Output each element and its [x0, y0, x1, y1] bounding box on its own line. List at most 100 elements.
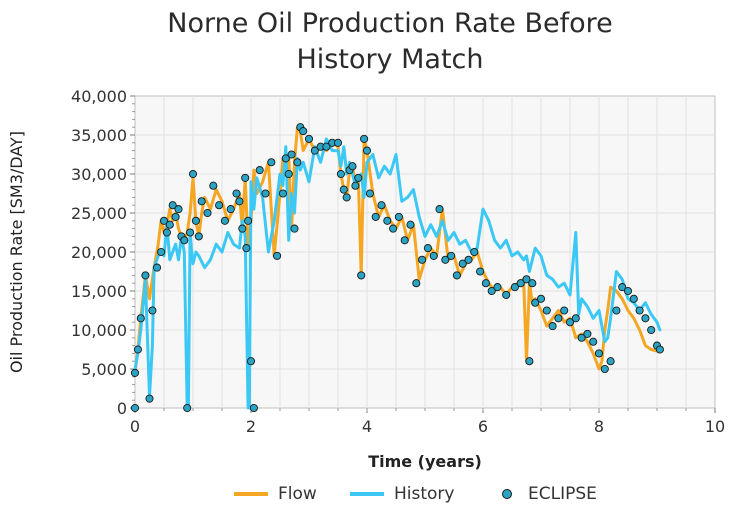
eclipse-point [203, 208, 212, 218]
eclipse-point [180, 236, 189, 245]
eclipse-point [215, 201, 224, 210]
eclipse-point [255, 166, 264, 175]
y-tick-label: 25,000 [71, 204, 127, 223]
eclipse-point [281, 154, 290, 163]
eclipse-point [577, 333, 586, 342]
eclipse-point [571, 314, 580, 323]
eclipse-point [130, 403, 140, 413]
legend-item-flow: Flow [232, 478, 317, 510]
eclipse-point [464, 255, 473, 264]
eclipse-point [322, 142, 331, 151]
eclipse-point [336, 169, 345, 179]
eclipse-point [278, 189, 287, 198]
eclipse-point [641, 314, 650, 323]
eclipse-point [171, 212, 180, 221]
eclipse-point [351, 181, 360, 190]
eclipse-point [194, 232, 203, 241]
x-tick-label: 0 [130, 417, 140, 436]
eclipse-point [299, 127, 308, 136]
eclipse-point [133, 345, 142, 354]
eclipse-point [441, 255, 450, 264]
eclipse-point [435, 205, 444, 214]
eclipse-point [516, 279, 525, 288]
legend-item-eclipse: ECLIPSE [496, 478, 597, 510]
eclipse-point [226, 205, 235, 214]
eclipse-point [383, 216, 392, 225]
y-tick-label: 40,000 [71, 87, 127, 106]
eclipse-point [612, 306, 621, 315]
legend-label-flow: Flow [278, 484, 317, 504]
y-tick-label: 0 [117, 399, 127, 418]
eclipse-point [333, 138, 343, 147]
eclipse-point [241, 173, 250, 182]
eclipse-point [339, 185, 348, 194]
eclipse-point [635, 306, 644, 315]
eclipse-point [130, 368, 140, 377]
eclipse-point [554, 314, 563, 323]
eclipse-point [197, 197, 206, 206]
eclipse-marker-swatch [502, 489, 512, 499]
series-layer [130, 123, 664, 413]
eclipse-point [418, 255, 427, 264]
eclipse-point [583, 329, 592, 338]
eclipse-point [400, 236, 409, 245]
x-tick-label: 8 [594, 417, 604, 436]
eclipse-point [287, 150, 296, 159]
eclipse-point [452, 271, 461, 280]
eclipse-point [152, 263, 162, 272]
eclipse-point [145, 394, 154, 403]
eclipse-point [246, 357, 256, 366]
chart-title-line-2: History Match [296, 44, 484, 75]
chart-title: Norne Oil Production Rate Before History… [90, 6, 690, 78]
eclipse-point [406, 220, 415, 229]
eclipse-point [412, 279, 421, 288]
eclipse-point [360, 134, 369, 143]
eclipse-point [304, 134, 314, 143]
eclipse-point [244, 216, 253, 225]
eclipse-point [629, 294, 638, 303]
eclipse-point [423, 244, 432, 253]
eclipse-point [354, 173, 363, 182]
eclipse-point [600, 364, 609, 374]
eclipse-point [310, 146, 319, 155]
legend-item-history: History [348, 478, 454, 510]
eclipse-point [148, 306, 157, 315]
eclipse-point [560, 306, 569, 315]
eclipse-point [429, 251, 438, 260]
eclipse-point [522, 275, 531, 284]
eclipse-point [528, 279, 537, 288]
eclipse-point [209, 181, 218, 190]
eclipse-point [238, 224, 247, 233]
x-tick-label: 6 [478, 417, 488, 436]
chart-legend: Flow History ECLIPSE [0, 478, 731, 510]
eclipse-point [235, 197, 244, 206]
chart-title-line-1: Norne Oil Production Rate Before [167, 8, 613, 39]
y-tick-label: 30,000 [71, 165, 127, 184]
eclipse-point [589, 337, 598, 346]
x-axis-ticks: 0 2 4 6 8 10 [130, 408, 725, 436]
x-tick-label: 2 [246, 417, 256, 436]
eclipse-point [606, 357, 615, 366]
y-tick-label: 15,000 [71, 282, 127, 301]
eclipse-point [458, 259, 467, 268]
eclipse-point [510, 283, 519, 292]
y-axis-ticks: 0 5,000 10,000 15,000 20,000 25,000 30,000 35,0… [71, 87, 135, 418]
x-tick-label: 10 [705, 417, 725, 436]
eclipse-point [525, 357, 534, 366]
eclipse-point [394, 212, 403, 221]
eclipse-point [191, 216, 200, 225]
eclipse-point [487, 286, 496, 296]
eclipse-point [157, 247, 166, 257]
eclipse-point [165, 220, 174, 229]
x-axis-label: Time (years) [368, 452, 482, 471]
eclipse-point [377, 201, 386, 210]
eclipse-point [162, 228, 171, 237]
eclipse-point [655, 345, 664, 354]
history-line-swatch [350, 492, 384, 496]
eclipse-point [220, 216, 229, 225]
eclipse-point [362, 146, 372, 155]
eclipse-point [447, 251, 456, 260]
eclipse-point [136, 314, 145, 323]
eclipse-point [493, 283, 502, 292]
